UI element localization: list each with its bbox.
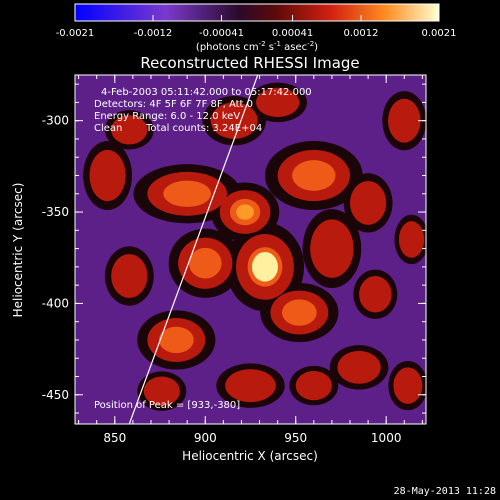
colorbar-tick-label: -0.0021 <box>56 28 95 39</box>
colorbar-tick-label: 0.0012 <box>344 28 379 39</box>
colorbar-ticks: -0.0021 -0.0012 -0.00041 0.00041 0.0012 0.002… <box>56 15 457 39</box>
y-axis-label: Heliocentric Y (arcsec) <box>11 183 25 318</box>
colorbar-tick-label: 0.0021 <box>422 28 457 39</box>
peak-blob <box>251 252 279 282</box>
blob-core <box>393 367 423 404</box>
y-tick-label: -300 <box>42 114 69 128</box>
blob-mid <box>163 180 212 207</box>
blob-core <box>388 98 421 143</box>
colorbar-tick-label: 0.00041 <box>272 28 313 39</box>
x-tick-label: 1000 <box>371 431 402 445</box>
x-tick-label: 850 <box>103 431 126 445</box>
blob-core <box>350 180 387 225</box>
footer-timestamp: 28-May-2013 11:28 <box>394 486 496 497</box>
colorbar-tick-label: -0.0012 <box>134 28 173 39</box>
blob-core <box>255 87 300 118</box>
annotation-clean: Clean <box>94 123 122 134</box>
blob-core <box>111 115 148 145</box>
solar-limb-line <box>128 75 259 424</box>
blob-core <box>89 149 126 202</box>
annotation-energy-range: Energy Range: 6.0 - 12.0 keV <box>94 111 240 122</box>
blob-core <box>398 221 425 258</box>
x-axis-label: Heliocentric X (arcsec) <box>182 449 318 463</box>
blob-core <box>359 275 392 313</box>
blob-mid <box>292 160 336 191</box>
x-axis-ticks: 850 900 950 1000 <box>78 75 423 445</box>
annotation-total-counts: Total counts: 3.24E+04 <box>145 123 262 134</box>
y-tick-label: -400 <box>42 296 69 310</box>
plot-frame <box>74 74 427 425</box>
y-tick-label: -350 <box>42 205 69 219</box>
blob-mid <box>188 247 222 279</box>
blob-core <box>111 254 148 298</box>
limb-line-group <box>128 75 259 424</box>
blob-highlight <box>289 304 310 321</box>
colorbar <box>74 3 440 22</box>
x-tick-label: 900 <box>194 431 217 445</box>
blob-core <box>295 371 332 401</box>
annotation-detectors: Detectors: 4F 5F 6F 7F 8F, Att 0 <box>94 99 253 110</box>
annotation-time-range: 4-Feb-2003 05:11:42.000 to 05:17:42.000 <box>101 87 312 98</box>
heatmap-blobs <box>83 82 426 411</box>
blob-core <box>210 102 258 139</box>
blob-core <box>143 376 180 406</box>
chart-title: Reconstructed RHESSI Image <box>140 54 359 72</box>
blob-mid <box>158 326 194 354</box>
colorbar-unit-label: (photons cm-2 s-1 asec-2) <box>196 40 318 53</box>
colorbar-tick-label: -0.00041 <box>199 28 244 39</box>
blob-core <box>310 219 354 278</box>
blob-core <box>337 350 381 384</box>
x-tick-label: 950 <box>284 431 307 445</box>
blob-core <box>225 369 276 403</box>
peak-position-label: Position of Peak = [933,-380] <box>94 400 240 411</box>
y-tick-label: -450 <box>42 388 69 402</box>
y-axis-ticks: -300 -350 -400 -450 <box>42 83 426 414</box>
blob-highlight <box>236 204 254 220</box>
